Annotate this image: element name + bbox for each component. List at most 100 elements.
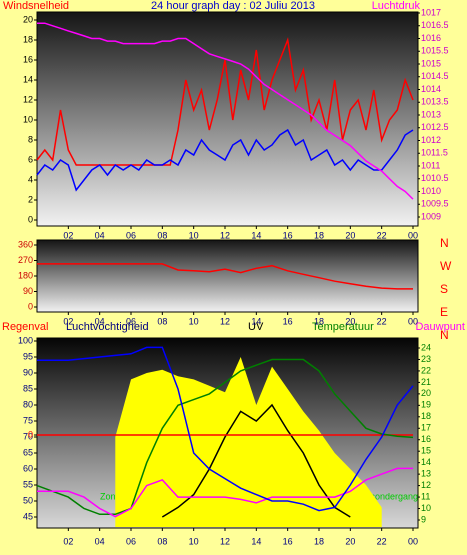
- y2-tick-label: 1013: [421, 109, 441, 119]
- y-tick-label: 50: [23, 495, 33, 505]
- y2-tick-label: 1009.5: [421, 199, 449, 209]
- y-tick-label: 85: [23, 383, 33, 393]
- line: [36, 128, 414, 192]
- legend-rain: Regenval: [2, 321, 48, 333]
- y-tick-label: 20: [23, 14, 33, 24]
- line: [37, 22, 414, 200]
- y-tick-label: 60: [23, 463, 33, 473]
- y2-tick-label: 1013.5: [421, 97, 449, 107]
- x-tick-label: 14: [251, 230, 261, 240]
- compass-label: E: [440, 305, 448, 319]
- y-tick-label: 12: [23, 94, 33, 104]
- compass-label: S: [440, 282, 448, 296]
- x-tick-label: 20: [345, 536, 355, 546]
- y-tick-label: 100: [18, 335, 33, 345]
- x-tick-label: 10: [189, 316, 199, 326]
- x-tick-label: 06: [126, 316, 136, 326]
- y-tick-label: 0: [28, 301, 33, 311]
- x-tick-label: 00: [408, 316, 418, 326]
- y2-tick-label: 17: [421, 423, 431, 433]
- line: [37, 467, 413, 518]
- x-tick-label: 00: [408, 536, 418, 546]
- x-tick-label: 10: [189, 536, 199, 546]
- legend-humidity: Luchtvochtigheid: [66, 321, 149, 333]
- x-tick-label: 20: [345, 230, 355, 240]
- y2-tick-label: 1015.5: [421, 46, 449, 56]
- legend-temperature: Temperatuur: [312, 321, 374, 333]
- x-tick-label: 12: [220, 316, 230, 326]
- y2-tick-label: 11: [421, 491, 430, 501]
- y-tick-label: 8: [28, 134, 33, 144]
- panel-direction: [36, 239, 419, 313]
- y2-tick-label: 19: [421, 400, 431, 410]
- x-tick-label: 18: [314, 536, 324, 546]
- x-tick-label: 22: [377, 230, 387, 240]
- x-tick-label: 18: [314, 316, 324, 326]
- y-tick-label: 2: [28, 194, 33, 204]
- y-axis-label: Windsnelheid: [3, 0, 69, 12]
- y2-tick-label: 1012.5: [421, 122, 449, 132]
- y-tick-label: 65: [23, 447, 33, 457]
- y-tick-label: 95: [23, 351, 33, 361]
- y2-tick-label: 24: [421, 342, 431, 352]
- y-tick-label: 90: [23, 286, 33, 296]
- x-tick-label: 10: [189, 230, 199, 240]
- legend-dewpoint: Dauwpunt: [415, 321, 465, 333]
- y2-tick-label: 23: [421, 354, 431, 364]
- x-tick-label: 16: [283, 316, 293, 326]
- panel-wind: [36, 11, 419, 227]
- y-tick-label: 270: [18, 255, 33, 265]
- line: [37, 346, 414, 512]
- y2-tick-label: 15: [421, 446, 431, 456]
- y-tick-label: 360: [18, 239, 33, 249]
- x-tick-label: 02: [63, 230, 73, 240]
- y-tick-label: 90: [23, 367, 33, 377]
- x-tick-label: 12: [220, 230, 230, 240]
- compass-label: N: [440, 236, 449, 250]
- chart-title: 24 hour graph day : 02 Juliu 2013: [151, 0, 315, 12]
- y2-tick-label: 12: [421, 480, 431, 490]
- x-tick-label: 22: [377, 536, 387, 546]
- compass-label: N: [440, 328, 449, 342]
- y-tick-label: 0: [28, 214, 33, 224]
- y2-tick-label: 22: [421, 365, 431, 375]
- x-tick-label: 08: [157, 316, 167, 326]
- line: [161, 403, 351, 518]
- y-tick-label: 75: [23, 415, 33, 425]
- y2-tick-label: 1009: [421, 211, 441, 221]
- x-tick-label: 22: [377, 316, 387, 326]
- y-tick-label: 18: [23, 34, 33, 44]
- legend-uv: UV: [248, 321, 264, 333]
- area: [115, 357, 382, 527]
- x-tick-label: 14: [251, 536, 261, 546]
- y2-tick-label: 16: [421, 434, 431, 444]
- x-tick-label: 02: [63, 316, 73, 326]
- y2-tick-label: 1011: [421, 160, 440, 170]
- y2-tick-label: 10: [421, 503, 431, 513]
- x-tick-label: 12: [220, 536, 230, 546]
- x-tick-label: 18: [314, 230, 324, 240]
- y2-tick-label: 20: [421, 388, 431, 398]
- y-tick-label: 70: [23, 431, 33, 441]
- line: [36, 358, 414, 516]
- x-tick-label: 16: [283, 536, 293, 546]
- y2-tick-label: 18: [421, 411, 431, 421]
- y-tick-label: 16: [23, 54, 33, 64]
- y2-tick-label: 1015: [421, 58, 441, 68]
- y2-tick-label: 9: [421, 514, 426, 524]
- line: [37, 263, 413, 290]
- x-tick-label: 06: [126, 230, 136, 240]
- y2-tick-label: 1014: [421, 84, 441, 94]
- x-tick-label: 04: [95, 230, 105, 240]
- y2-tick-label: 1010: [421, 186, 441, 196]
- y2-axis-label: Luchtdruk: [372, 0, 421, 12]
- y-tick-label: 45: [23, 511, 33, 521]
- y-tick-label: 6: [28, 154, 33, 164]
- y-tick-label: 4: [28, 174, 33, 184]
- y3-tick-label: 0: [28, 429, 33, 439]
- y-tick-label: 14: [23, 74, 33, 84]
- x-tick-label: 02: [63, 536, 73, 546]
- x-tick-label: 14: [251, 316, 261, 326]
- y-tick-label: 80: [23, 399, 33, 409]
